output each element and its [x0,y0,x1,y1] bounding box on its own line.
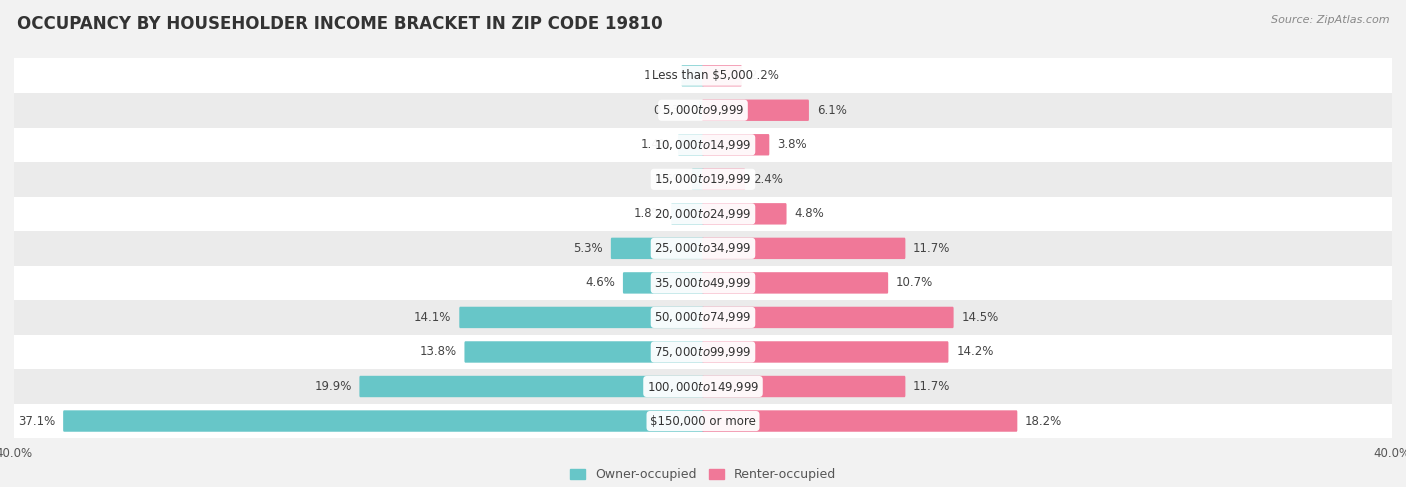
FancyBboxPatch shape [682,65,704,86]
Text: $50,000 to $74,999: $50,000 to $74,999 [654,310,752,324]
FancyBboxPatch shape [14,197,1392,231]
Text: 1.4%: 1.4% [640,138,671,151]
Text: 3.8%: 3.8% [778,138,807,151]
FancyBboxPatch shape [702,65,742,86]
FancyBboxPatch shape [14,335,1392,369]
Text: Less than $5,000: Less than $5,000 [652,69,754,82]
FancyBboxPatch shape [14,300,1392,335]
Text: 6.1%: 6.1% [817,104,846,117]
Legend: Owner-occupied, Renter-occupied: Owner-occupied, Renter-occupied [569,468,837,482]
FancyBboxPatch shape [692,169,704,190]
Text: 5.3%: 5.3% [574,242,603,255]
FancyBboxPatch shape [14,58,1392,93]
Text: 11.7%: 11.7% [912,242,950,255]
Text: 1.2%: 1.2% [644,69,673,82]
FancyBboxPatch shape [702,341,949,363]
Text: 37.1%: 37.1% [18,414,55,428]
Text: $150,000 or more: $150,000 or more [650,414,756,428]
Text: 1.8%: 1.8% [634,207,664,220]
Text: $75,000 to $99,999: $75,000 to $99,999 [654,345,752,359]
Text: 2.4%: 2.4% [754,173,783,186]
FancyBboxPatch shape [702,376,905,397]
Text: 18.2%: 18.2% [1025,414,1063,428]
Text: $25,000 to $34,999: $25,000 to $34,999 [654,242,752,255]
FancyBboxPatch shape [702,238,905,259]
Text: Source: ZipAtlas.com: Source: ZipAtlas.com [1271,15,1389,25]
Text: $100,000 to $149,999: $100,000 to $149,999 [647,379,759,393]
Text: 11.7%: 11.7% [912,380,950,393]
Text: OCCUPANCY BY HOUSEHOLDER INCOME BRACKET IN ZIP CODE 19810: OCCUPANCY BY HOUSEHOLDER INCOME BRACKET … [17,15,662,33]
Text: 14.2%: 14.2% [956,345,994,358]
FancyBboxPatch shape [610,238,704,259]
FancyBboxPatch shape [623,272,704,294]
Text: 4.6%: 4.6% [585,277,616,289]
Text: 14.1%: 14.1% [415,311,451,324]
Text: 0.23%: 0.23% [654,104,690,117]
FancyBboxPatch shape [702,203,786,225]
FancyBboxPatch shape [14,404,1392,438]
FancyBboxPatch shape [671,203,704,225]
FancyBboxPatch shape [14,128,1392,162]
Text: $10,000 to $14,999: $10,000 to $14,999 [654,138,752,152]
FancyBboxPatch shape [702,411,1018,432]
FancyBboxPatch shape [702,99,808,121]
FancyBboxPatch shape [14,369,1392,404]
Text: $35,000 to $49,999: $35,000 to $49,999 [654,276,752,290]
Text: $15,000 to $19,999: $15,000 to $19,999 [654,172,752,187]
Text: 10.7%: 10.7% [896,277,934,289]
FancyBboxPatch shape [464,341,704,363]
FancyBboxPatch shape [460,307,704,328]
Text: 4.8%: 4.8% [794,207,824,220]
Bar [699,101,703,119]
Text: 0.6%: 0.6% [654,173,685,186]
FancyBboxPatch shape [702,169,745,190]
FancyBboxPatch shape [14,162,1392,197]
Text: 13.8%: 13.8% [419,345,457,358]
FancyBboxPatch shape [360,376,704,397]
FancyBboxPatch shape [678,134,704,155]
FancyBboxPatch shape [702,307,953,328]
FancyBboxPatch shape [14,231,1392,265]
FancyBboxPatch shape [702,134,769,155]
Text: $5,000 to $9,999: $5,000 to $9,999 [662,103,744,117]
Text: $20,000 to $24,999: $20,000 to $24,999 [654,207,752,221]
FancyBboxPatch shape [702,272,889,294]
FancyBboxPatch shape [14,93,1392,128]
FancyBboxPatch shape [14,265,1392,300]
Text: 14.5%: 14.5% [962,311,998,324]
Text: 19.9%: 19.9% [315,380,352,393]
Text: 2.2%: 2.2% [749,69,779,82]
FancyBboxPatch shape [63,411,704,432]
